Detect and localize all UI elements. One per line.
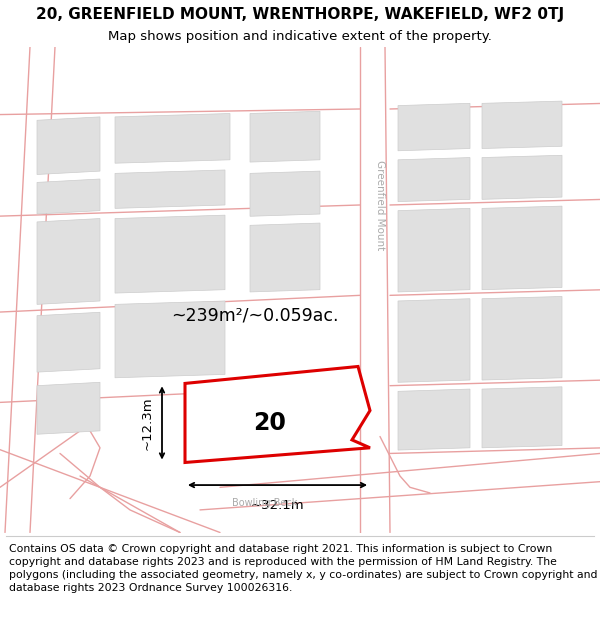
Text: Bowling Beck: Bowling Beck: [232, 498, 298, 508]
Polygon shape: [398, 389, 470, 450]
Polygon shape: [37, 312, 100, 372]
Text: Map shows position and indicative extent of the property.: Map shows position and indicative extent…: [108, 30, 492, 43]
Polygon shape: [115, 170, 225, 208]
Polygon shape: [37, 382, 100, 434]
Polygon shape: [482, 206, 562, 290]
Polygon shape: [250, 223, 320, 292]
Polygon shape: [482, 101, 562, 149]
Text: 20, GREENFIELD MOUNT, WRENTHORPE, WAKEFIELD, WF2 0TJ: 20, GREENFIELD MOUNT, WRENTHORPE, WAKEFI…: [36, 6, 564, 21]
Polygon shape: [37, 219, 100, 304]
Polygon shape: [115, 215, 225, 293]
Text: Greenfield Mount: Greenfield Mount: [375, 160, 385, 250]
Polygon shape: [482, 387, 562, 448]
Text: ~12.3m: ~12.3m: [141, 396, 154, 450]
Polygon shape: [398, 299, 470, 382]
Polygon shape: [250, 111, 320, 162]
Text: ~239m²/~0.059ac.: ~239m²/~0.059ac.: [171, 307, 339, 324]
Text: 20: 20: [254, 411, 286, 435]
Polygon shape: [37, 179, 100, 214]
Polygon shape: [115, 114, 230, 163]
Polygon shape: [250, 171, 320, 216]
Polygon shape: [482, 155, 562, 199]
Polygon shape: [115, 301, 225, 378]
Polygon shape: [398, 103, 470, 151]
Polygon shape: [185, 366, 370, 462]
Text: Contains OS data © Crown copyright and database right 2021. This information is : Contains OS data © Crown copyright and d…: [9, 544, 598, 593]
Polygon shape: [37, 117, 100, 174]
Text: ~32.1m: ~32.1m: [251, 499, 304, 512]
Polygon shape: [398, 208, 470, 292]
Polygon shape: [482, 296, 562, 380]
Polygon shape: [398, 158, 470, 202]
